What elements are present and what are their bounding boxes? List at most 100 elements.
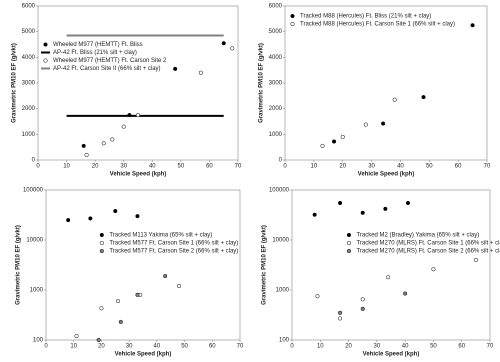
x-tick-label: 0 — [290, 344, 294, 350]
x-tick-label: 60 — [458, 344, 465, 350]
y-tick-label: 3000 — [22, 81, 36, 87]
y-tick-label: 3000 — [269, 81, 283, 87]
data-point — [110, 137, 115, 142]
y-tick-label: 2000 — [22, 106, 36, 112]
panel: 0 10 20 30 40 50 60 70 0 1000 2000 3000 4000 5000 6000… — [259, 4, 491, 178]
legend-label: AP-42 Ft. Carson Site II (66% silt + cla… — [53, 66, 161, 72]
data-point — [221, 41, 226, 46]
data-point — [360, 210, 365, 215]
data-point — [116, 299, 121, 304]
data-point — [118, 319, 123, 324]
y-tick-label: 100000 — [269, 188, 290, 194]
data-point — [99, 306, 104, 311]
data-point — [473, 257, 478, 262]
y-tick-label: 100 — [279, 338, 290, 344]
x-tick-label: 60 — [206, 164, 213, 170]
x-tick-label: 10 — [63, 164, 70, 170]
x-tick-label: 20 — [98, 344, 105, 350]
x-axis-label: Vehicle Speed (kph) — [363, 352, 420, 358]
x-axis-label: Vehicle Speed (kph) — [358, 172, 415, 178]
legend-label: Tracked M2 (Bradley) Yakima (65% silt + … — [356, 233, 479, 239]
data-point — [360, 306, 365, 311]
data-point — [470, 23, 475, 28]
x-tick-label: 30 — [374, 344, 381, 350]
y-axis-label: Gravimetric PM10 EF (g/vkt) — [12, 43, 18, 123]
data-point — [312, 212, 317, 217]
data-point — [121, 124, 126, 129]
legend-label: Tracked M88 (Hercules) Ft. Carson Site 1… — [300, 22, 455, 28]
x-tick-label: 0 — [44, 344, 48, 350]
legend-marker — [290, 21, 295, 27]
legend-label: Tracked M88 (Hercules) Ft. Bliss (21% si… — [300, 14, 431, 20]
x-tick-label: 40 — [149, 164, 156, 170]
data-point — [431, 267, 436, 272]
legend-marker — [99, 232, 104, 238]
x-tick-label: 0 — [283, 164, 287, 170]
x-tick-label: 70 — [235, 164, 242, 170]
plot-frame — [37, 5, 239, 161]
x-tick-label: 50 — [181, 344, 188, 350]
x-tick-label: 10 — [317, 344, 324, 350]
y-tick-label: 6000 — [269, 4, 283, 10]
x-tick-label: 50 — [430, 344, 437, 350]
legend-marker — [99, 248, 104, 254]
data-point — [230, 46, 235, 51]
x-tick-label: 0 — [36, 164, 40, 170]
data-point — [381, 121, 386, 126]
data-point — [338, 310, 343, 315]
data-point — [135, 292, 140, 297]
y-tick-label: 6000 — [22, 4, 36, 10]
data-point — [88, 216, 93, 221]
data-point — [198, 70, 203, 75]
plot-frame — [45, 189, 241, 341]
legend-marker — [346, 232, 351, 238]
data-point — [405, 200, 411, 206]
x-tick-label: 40 — [154, 344, 161, 350]
legend-marker — [346, 248, 351, 254]
legend-label: Wheeled M977 (HEMTT) Ft. Bliss — [53, 42, 143, 48]
x-tick-label: 70 — [237, 344, 244, 350]
x-tick-label: 60 — [209, 344, 216, 350]
y-tick-label: 2000 — [269, 106, 283, 112]
y-tick-label: 4000 — [22, 55, 36, 61]
plot-frame — [284, 5, 488, 161]
data-point — [113, 208, 118, 214]
legend-label: Tracked M270 (MLRS) Ft. Carson Site 1 (6… — [356, 241, 500, 247]
data-point — [81, 143, 86, 148]
data-point — [363, 122, 368, 127]
plot-frame — [291, 189, 491, 341]
data-point — [101, 141, 106, 146]
x-axis-label: Vehicle Speed (kph) — [110, 172, 167, 178]
legend-label: Tracked M270 (MLRS) Ft. Carson Site 2 (6… — [356, 249, 500, 255]
data-point — [74, 333, 79, 339]
data-point — [84, 152, 89, 157]
x-axis-label: Vehicle Speed (kph) — [115, 352, 172, 358]
legend-label: AP-42 Ft. Bliss (21% silt + clay) — [53, 50, 137, 56]
data-point — [386, 275, 391, 280]
x-tick-label: 30 — [368, 164, 375, 170]
panel: 0 10 20 30 40 50 60 70 100 1000 10000 100000 Vehicle… — [16, 188, 244, 358]
data-point — [96, 337, 101, 343]
y-tick-label: 100000 — [23, 188, 44, 194]
x-tick-label: 50 — [178, 164, 185, 170]
data-point — [403, 291, 408, 296]
x-tick-label: 10 — [70, 344, 77, 350]
panel: 0 10 20 30 40 50 60 70 100 1000 10000 100000 Vehicle… — [262, 188, 500, 358]
x-tick-label: 10 — [311, 164, 318, 170]
y-tick-label: 0 — [32, 158, 36, 164]
y-tick-label: 100 — [33, 338, 44, 344]
x-tick-label: 70 — [484, 164, 491, 170]
y-tick-label: 5000 — [22, 29, 36, 35]
x-tick-label: 30 — [120, 164, 127, 170]
x-tick-label: 40 — [402, 344, 409, 350]
data-point — [135, 214, 140, 219]
legend-label: Wheeled M977 (HEMTT) Ft. Carson Site 2 — [53, 58, 167, 64]
data-point — [66, 218, 71, 223]
x-tick-label: 20 — [345, 344, 352, 350]
legend-marker — [99, 240, 104, 246]
data-point — [176, 283, 182, 289]
legend-marker — [43, 58, 48, 63]
legend-marker — [346, 240, 351, 246]
data-point — [340, 134, 345, 139]
y-tick-label: 4000 — [269, 55, 283, 61]
